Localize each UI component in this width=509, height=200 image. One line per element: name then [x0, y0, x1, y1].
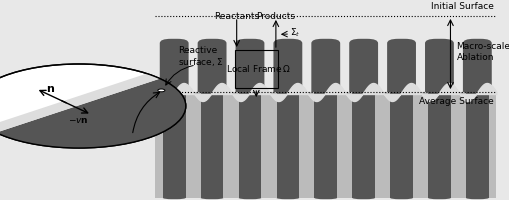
Text: Initial Surface: Initial Surface [431, 2, 494, 11]
Polygon shape [0, 79, 186, 148]
Text: Products: Products [257, 12, 295, 21]
FancyBboxPatch shape [223, 92, 239, 198]
FancyBboxPatch shape [160, 39, 189, 199]
FancyBboxPatch shape [312, 39, 340, 199]
Text: $-v\mathbf{n}$: $-v\mathbf{n}$ [68, 116, 89, 125]
FancyBboxPatch shape [186, 92, 201, 198]
Text: Reactive
surface, $\Sigma$: Reactive surface, $\Sigma$ [178, 46, 224, 68]
FancyBboxPatch shape [489, 92, 496, 198]
FancyBboxPatch shape [413, 92, 428, 198]
Polygon shape [0, 74, 160, 133]
FancyBboxPatch shape [155, 92, 163, 198]
Circle shape [158, 89, 165, 92]
FancyBboxPatch shape [197, 39, 227, 199]
FancyBboxPatch shape [236, 39, 264, 199]
Bar [235, 50, 278, 88]
Text: $\mathbf{n}$: $\mathbf{n}$ [46, 84, 55, 94]
Circle shape [0, 64, 186, 148]
Text: Average Surface: Average Surface [419, 97, 494, 106]
FancyBboxPatch shape [155, 92, 496, 198]
FancyBboxPatch shape [337, 92, 352, 198]
FancyBboxPatch shape [349, 39, 378, 199]
FancyBboxPatch shape [273, 39, 302, 199]
Text: Reactants: Reactants [214, 12, 259, 21]
FancyBboxPatch shape [451, 92, 466, 198]
Text: Macro-scale
Ablation: Macro-scale Ablation [457, 42, 509, 62]
FancyBboxPatch shape [375, 92, 390, 198]
FancyBboxPatch shape [299, 92, 315, 198]
FancyBboxPatch shape [425, 39, 454, 199]
FancyBboxPatch shape [261, 92, 276, 198]
FancyBboxPatch shape [463, 39, 492, 199]
Text: Local Frame$\,\Omega$: Local Frame$\,\Omega$ [227, 64, 291, 74]
FancyBboxPatch shape [387, 39, 416, 199]
Text: $\Sigma_t$: $\Sigma_t$ [290, 27, 301, 39]
